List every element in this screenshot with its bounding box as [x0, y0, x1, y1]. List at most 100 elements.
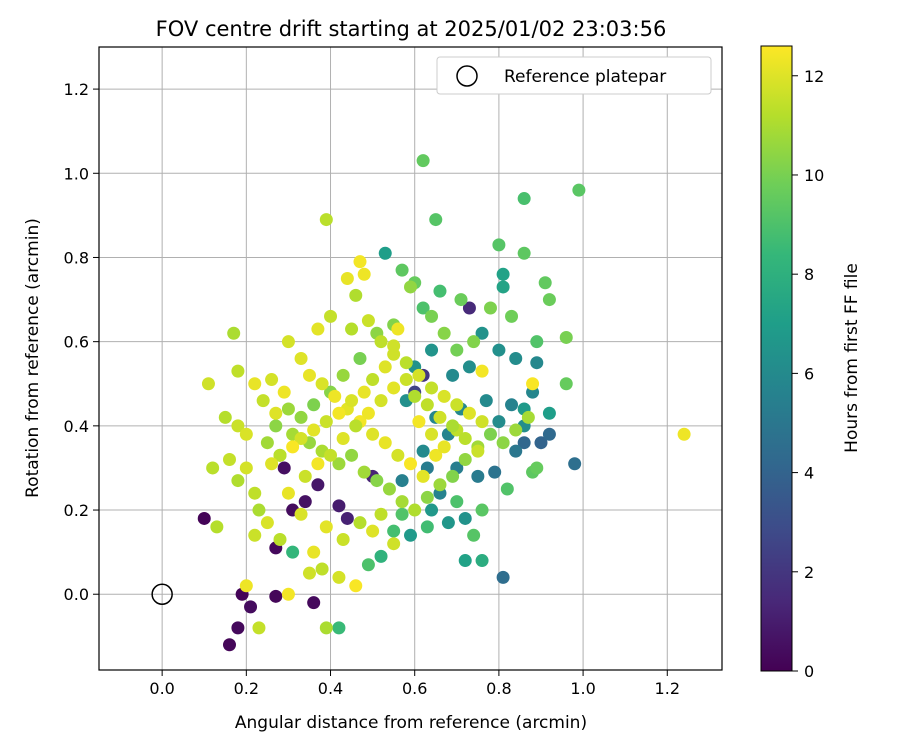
data-point: [538, 276, 552, 290]
data-point: [462, 360, 476, 374]
data-point: [311, 478, 325, 492]
data-point: [374, 394, 388, 408]
colorbar-tick-label: 4: [804, 464, 814, 483]
colorbar: 0 2 4 6 8 10 12 Hours from first FF file: [760, 45, 862, 681]
data-point: [425, 343, 439, 357]
data-point: [298, 495, 312, 509]
data-point: [332, 621, 346, 635]
data-point: [239, 461, 253, 475]
data-point: [437, 326, 451, 340]
colorbar-tick-label: 0: [804, 662, 814, 681]
x-tick-label: 0.0: [149, 679, 174, 698]
data-point: [302, 368, 316, 382]
data-point: [286, 440, 300, 454]
data-point: [492, 238, 506, 252]
data-point: [324, 448, 338, 462]
data-point: [332, 570, 346, 584]
data-point: [387, 339, 401, 353]
data-point: [218, 410, 232, 424]
data-point: [399, 356, 413, 370]
data-point: [269, 589, 283, 603]
data-point: [294, 410, 308, 424]
data-point: [265, 373, 279, 387]
data-point: [483, 301, 497, 315]
data-point: [353, 255, 367, 269]
data-point: [416, 154, 430, 168]
data-point: [328, 389, 342, 403]
data-point: [222, 453, 236, 467]
data-point: [458, 554, 472, 568]
data-point: [382, 482, 396, 496]
data-point: [336, 533, 350, 547]
legend-entry-reference: Reference platepar: [504, 67, 666, 87]
data-point: [387, 537, 401, 551]
data-point: [530, 461, 544, 475]
data-point: [374, 335, 388, 349]
data-point: [467, 528, 481, 542]
data-point: [336, 431, 350, 445]
data-point: [294, 431, 308, 445]
data-point: [281, 402, 295, 416]
legend: Reference platepar: [436, 56, 712, 95]
data-point: [462, 406, 476, 420]
x-tick-label: 0.2: [234, 679, 259, 698]
data-point: [420, 490, 434, 504]
data-point: [500, 482, 514, 496]
data-point: [420, 520, 434, 534]
data-point: [315, 562, 329, 576]
data-point: [307, 398, 321, 412]
y-tick-label: 0.8: [64, 248, 89, 267]
data-point: [568, 457, 582, 471]
data-point: [307, 423, 321, 437]
data-point: [374, 507, 388, 521]
data-point: [446, 368, 460, 382]
data-point: [488, 465, 502, 479]
data-point: [265, 457, 279, 471]
data-point: [559, 377, 573, 391]
reference-platepar-marker: [151, 583, 173, 605]
data-point: [425, 309, 439, 323]
data-point: [366, 524, 380, 538]
data-point: [294, 352, 308, 365]
data-point: [256, 394, 270, 408]
data-points: [197, 154, 691, 652]
data-point: [530, 356, 544, 370]
colorbar-ticks: 0 2 4 6 8 10 12: [792, 67, 824, 681]
data-point: [475, 503, 489, 517]
y-tick-label: 0.0: [64, 585, 89, 604]
data-point: [197, 511, 211, 525]
data-point: [332, 499, 346, 513]
y-axis-ticks: 0.0 0.2 0.4 0.6 0.8 1.0 1.2: [64, 80, 99, 604]
data-point: [239, 427, 253, 441]
data-point: [479, 394, 493, 408]
data-point: [336, 368, 350, 382]
data-point: [206, 461, 220, 475]
data-point: [231, 419, 245, 433]
data-point: [332, 457, 346, 471]
data-point: [395, 495, 409, 509]
chart-title: FOV centre drift starting at 2025/01/02 …: [156, 17, 667, 41]
data-point: [542, 293, 556, 307]
data-point: [277, 385, 291, 399]
data-point: [231, 364, 245, 378]
data-point: [404, 528, 417, 542]
data-point: [281, 587, 295, 601]
data-point: [429, 213, 443, 227]
data-point: [475, 415, 489, 429]
data-point: [248, 486, 262, 500]
data-point: [332, 406, 346, 420]
data-point: [509, 352, 523, 365]
data-point: [273, 448, 287, 462]
x-tick-label: 1.0: [570, 679, 595, 698]
data-point: [408, 389, 422, 403]
data-point: [441, 516, 455, 530]
colorbar-tick-label: 2: [804, 563, 814, 582]
data-point: [353, 352, 367, 365]
data-point: [353, 516, 367, 530]
y-tick-label: 1.2: [64, 80, 89, 99]
data-point: [395, 474, 409, 488]
data-point: [412, 415, 426, 429]
data-point: [458, 431, 472, 445]
data-point: [357, 465, 371, 479]
